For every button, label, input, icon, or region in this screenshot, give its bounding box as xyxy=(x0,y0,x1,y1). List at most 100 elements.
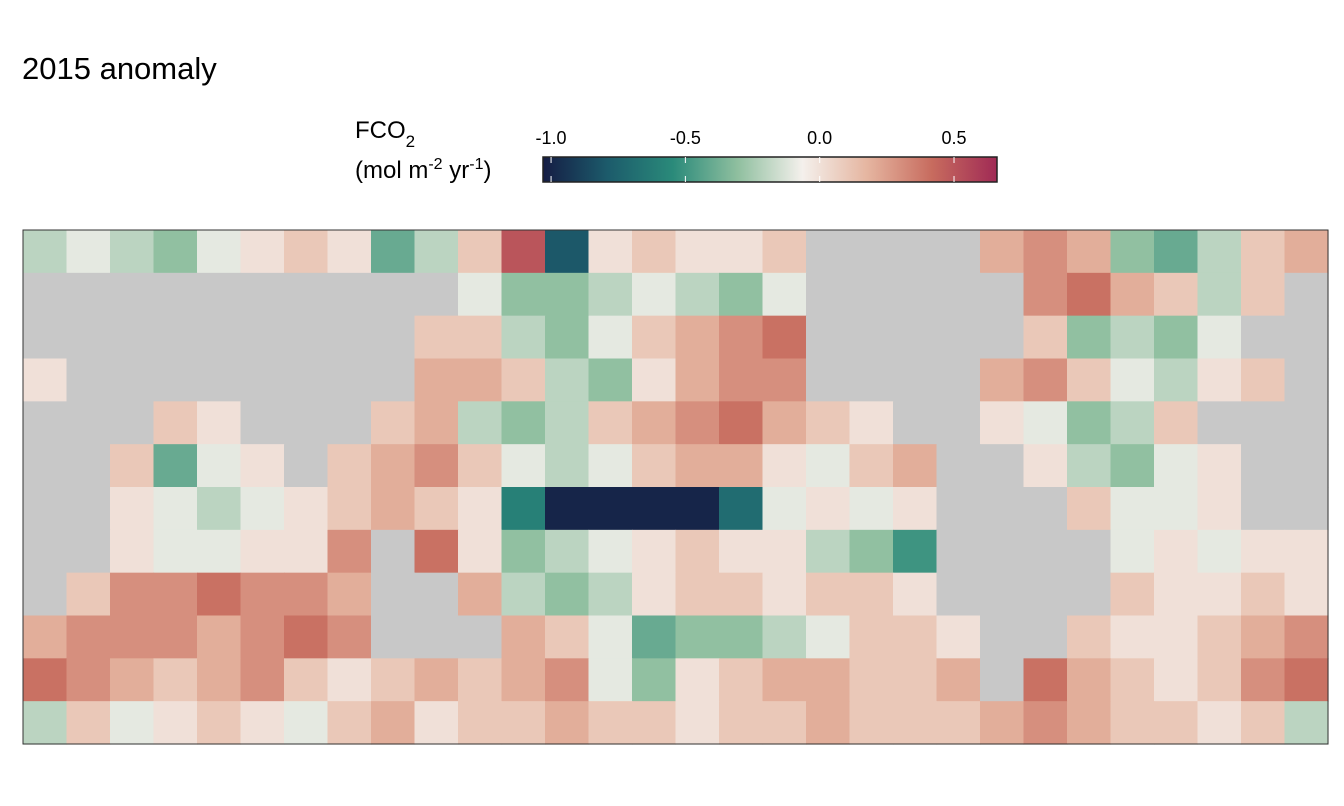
cell xyxy=(632,701,677,745)
land-cell xyxy=(327,315,372,360)
land-cell xyxy=(284,358,329,402)
cell xyxy=(284,701,329,745)
cell xyxy=(675,658,720,702)
land-cell xyxy=(1241,487,1286,531)
cell xyxy=(414,701,459,745)
cell xyxy=(545,358,590,402)
land-cell xyxy=(936,230,981,274)
land-cell xyxy=(371,529,416,574)
legend-units-part: yr xyxy=(443,157,470,184)
cell xyxy=(1284,701,1329,745)
land-cell xyxy=(110,272,155,317)
land-cell xyxy=(66,315,111,360)
land-cell xyxy=(936,487,981,531)
land-cell xyxy=(980,529,1025,574)
land-cell xyxy=(849,315,894,360)
cell xyxy=(110,701,155,745)
land-cell xyxy=(980,272,1025,317)
cell xyxy=(936,658,981,702)
land-cell xyxy=(1241,444,1286,488)
cell xyxy=(501,529,546,574)
land-cell xyxy=(1241,401,1286,445)
land-cell xyxy=(66,487,111,531)
land-cell xyxy=(936,401,981,445)
land-cell xyxy=(980,572,1025,617)
cell xyxy=(893,658,938,702)
cell xyxy=(675,401,720,445)
cell xyxy=(936,701,981,745)
cell xyxy=(1023,358,1068,402)
cell xyxy=(371,487,416,531)
cell xyxy=(1241,615,1286,659)
cell xyxy=(458,444,503,488)
cell xyxy=(371,230,416,274)
cell xyxy=(806,401,851,445)
land-cell xyxy=(66,272,111,317)
cell xyxy=(153,529,198,574)
cell xyxy=(893,572,938,617)
land-cell xyxy=(893,272,938,317)
cell xyxy=(371,658,416,702)
land-cell xyxy=(23,315,68,360)
cell xyxy=(806,529,851,574)
cell xyxy=(545,230,590,274)
cell xyxy=(1023,701,1068,745)
cell xyxy=(1241,358,1286,402)
cell xyxy=(762,615,807,659)
land-cell xyxy=(936,272,981,317)
cell xyxy=(632,572,677,617)
cell xyxy=(632,230,677,274)
cell xyxy=(588,529,633,574)
land-cell xyxy=(893,230,938,274)
cell xyxy=(1241,701,1286,745)
cell xyxy=(1197,615,1242,659)
cell xyxy=(240,572,285,617)
cell xyxy=(849,487,894,531)
cell xyxy=(284,572,329,617)
cell xyxy=(327,444,372,488)
cell xyxy=(240,658,285,702)
cell xyxy=(66,658,111,702)
cell xyxy=(414,358,459,402)
cell xyxy=(588,701,633,745)
cell xyxy=(719,615,764,659)
cell xyxy=(806,615,851,659)
cell xyxy=(719,230,764,274)
cell xyxy=(545,272,590,317)
cell xyxy=(1154,444,1199,488)
cell xyxy=(762,487,807,531)
map xyxy=(23,230,1329,745)
cell xyxy=(197,615,242,659)
cell xyxy=(1067,658,1112,702)
cell xyxy=(458,315,503,360)
cell xyxy=(414,487,459,531)
map-frame xyxy=(22,229,1329,745)
land-cell xyxy=(23,529,68,574)
land-cell xyxy=(1284,487,1329,531)
cell xyxy=(675,315,720,360)
cell xyxy=(849,401,894,445)
cell xyxy=(1110,529,1155,574)
cell xyxy=(458,401,503,445)
cell xyxy=(762,358,807,402)
cell xyxy=(675,272,720,317)
cell xyxy=(632,615,677,659)
cell xyxy=(1110,315,1155,360)
cell xyxy=(458,487,503,531)
cell xyxy=(1284,529,1329,574)
land-cell xyxy=(327,401,372,445)
cell xyxy=(806,444,851,488)
cell xyxy=(545,487,590,531)
cell xyxy=(1197,701,1242,745)
cell xyxy=(327,230,372,274)
land-cell xyxy=(980,615,1025,659)
cell xyxy=(588,487,633,531)
cell xyxy=(719,272,764,317)
cell xyxy=(240,701,285,745)
land-cell xyxy=(1023,487,1068,531)
cell xyxy=(719,358,764,402)
land-cell xyxy=(1023,529,1068,574)
cell xyxy=(501,615,546,659)
land-cell xyxy=(240,358,285,402)
cell xyxy=(1284,658,1329,702)
